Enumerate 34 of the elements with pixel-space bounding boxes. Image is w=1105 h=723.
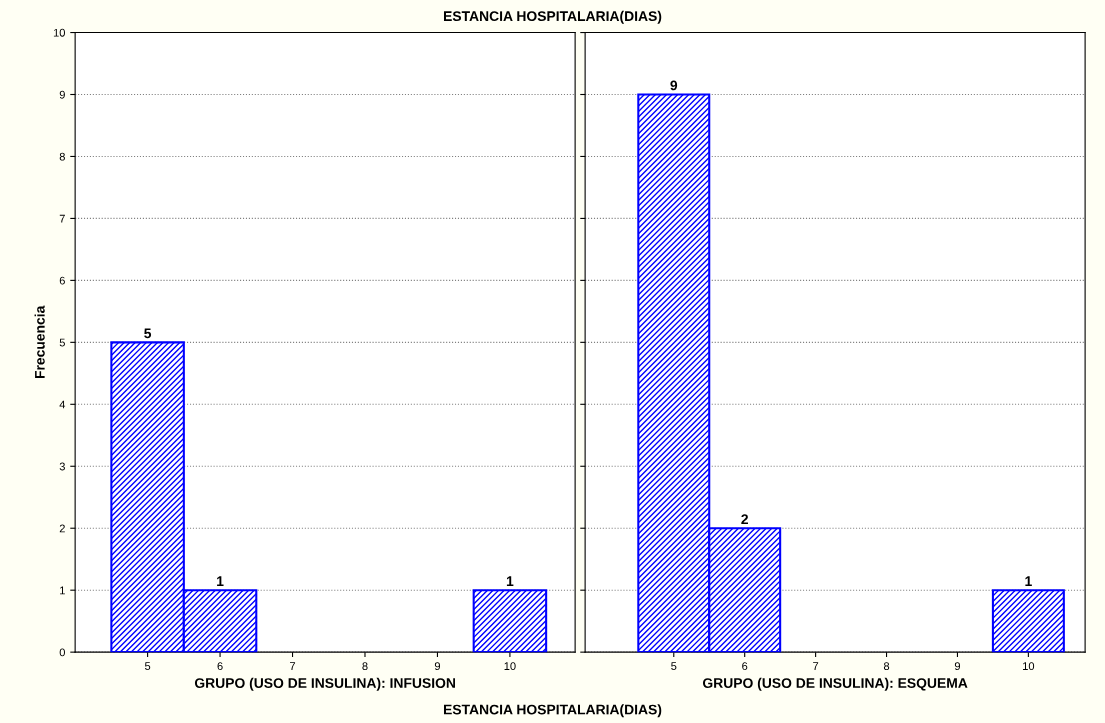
x-tick-label: 6 [217,662,223,671]
data-label: 1 [217,576,224,586]
x-tick-label: 5 [144,662,151,671]
y-tick-label: 3 [59,462,65,471]
data-label: 5 [144,328,152,339]
y-tick-label: 5 [59,338,65,347]
x-axis-title: GRUPO (USO DE INSULINA): ESQUEMA [702,677,968,691]
x-tick-label: 7 [290,662,296,670]
y-tick-label: 6 [59,276,65,285]
data-label: 1 [506,576,514,586]
y-tick-label: 0 [59,648,65,657]
text: ESTANCIA HOSPITALARIA(DIAS) [443,704,662,718]
y-tick-label: 1 [60,586,65,595]
x-tick-label: 9 [954,662,961,671]
x-tick-label: 8 [883,662,890,671]
x-tick-label: 5 [671,662,677,671]
y-tick-label: 9 [59,90,65,99]
y-tick-label: 2 [59,524,65,533]
x-tick-label: 9 [434,662,441,671]
y-tick-label: 4 [59,400,66,409]
data-label: 1 [1025,576,1032,586]
x-tick-label: 7 [813,662,819,670]
y-tick-label: 8 [59,152,65,161]
x-axis-title: GRUPO (USO DE INSULINA): INFUSION [194,677,455,691]
data-label: 2 [741,514,748,524]
x-tick-label: 10 [1023,662,1035,671]
chart-title: ESTANCIA HOSPITALARIA(DIAS) [443,10,662,24]
x-tick-label: 8 [362,662,368,671]
x-tick-label: 6 [742,662,748,671]
x-tick-label: 10 [504,662,516,671]
data-label: 9 [670,80,678,91]
y-tick-label: 10 [53,28,65,37]
y-axis-title: Frecuencia [34,305,45,379]
y-tick-label: 7 [59,214,65,223]
